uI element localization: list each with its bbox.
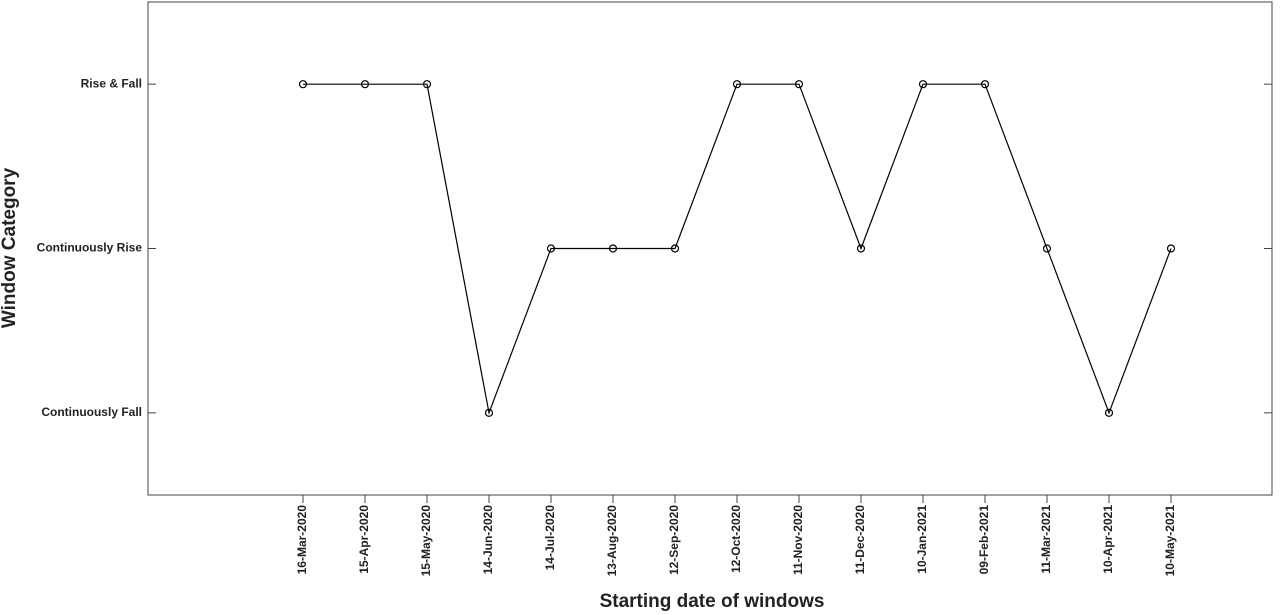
x-tick-label: 12-Sep-2020 [667,505,681,575]
data-point [360,80,370,89]
data-point [1166,244,1176,253]
data-point [1042,244,1052,253]
y-axis-title: Window Category [0,167,20,328]
data-point [732,80,742,89]
x-tick-label: 14-Jun-2020 [481,505,495,575]
data-point [918,80,928,89]
data-point [794,80,804,89]
plot-frame [147,1,1273,496]
x-tick-label: 10-Apr-2021 [1101,505,1115,574]
x-tick-label: 15-Apr-2020 [357,505,371,574]
x-tick-label: 10-Jan-2021 [915,505,929,574]
data-point [484,408,494,417]
data-line [303,83,1172,416]
data-point [298,80,308,89]
data-point [608,244,618,253]
x-tick-label: 11-Mar-2021 [1039,505,1053,574]
x-tick-label: 14-Jul-2020 [543,505,557,571]
x-tick-label: 10-May-2021 [1163,505,1177,577]
x-tick-label: 13-Aug-2020 [605,505,619,577]
x-tick-label: 15-May-2020 [419,505,433,577]
x-tick-label: 16-Mar-2020 [295,505,309,575]
y-tick-label: Continuously Rise [37,241,143,255]
data-point [856,244,866,253]
data-point [670,244,680,253]
y-tick-label: Continuously Fall [41,405,142,419]
x-tick-label: 09-Feb-2021 [977,505,991,575]
data-point [422,80,432,89]
x-tick-label: 11-Nov-2020 [791,505,805,575]
x-tick-label: 12-Oct-2020 [729,505,743,573]
x-axis-title: Starting date of windows [600,591,825,612]
data-point [546,244,556,253]
data-point [980,80,990,89]
y-tick-label: Rise & Fall [81,76,142,90]
x-tick-label: 11-Dec-2020 [853,505,867,575]
data-point [1104,408,1114,417]
